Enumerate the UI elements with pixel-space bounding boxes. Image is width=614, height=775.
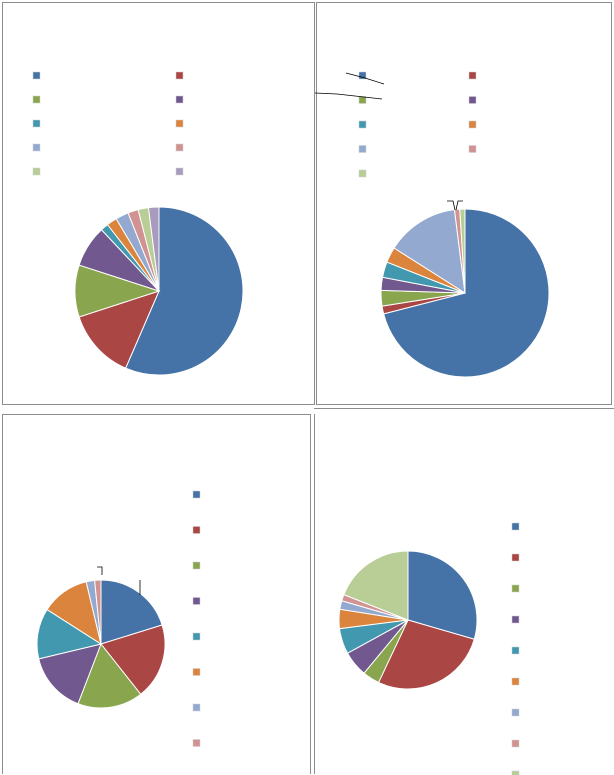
legend-key (175, 95, 184, 104)
legend-key (358, 96, 367, 104)
legend-key (511, 553, 520, 562)
pie-slice (94, 579, 102, 645)
legend-key (32, 71, 41, 80)
legend-key (175, 71, 184, 80)
pie-slice (78, 290, 160, 369)
legend-key (511, 739, 520, 748)
leader-line (447, 200, 456, 211)
chart-panel-1 (2, 2, 315, 405)
pie-slice (77, 643, 142, 709)
legend-key (32, 119, 41, 128)
pie-slice (383, 208, 550, 378)
legend-key (192, 597, 201, 605)
legend-key (32, 167, 41, 176)
legend-key (175, 167, 184, 176)
legend-key (511, 584, 520, 593)
legend-key (32, 95, 41, 104)
leader-line (345, 72, 385, 85)
legend-key (511, 646, 520, 655)
pie-chart-3 (36, 490, 201, 747)
legend-key (358, 120, 367, 129)
leader-line (455, 200, 463, 211)
pie-chart-4 (338, 522, 520, 775)
legend-key (511, 677, 520, 686)
pie-chart-2 (314, 71, 550, 378)
legend-key (32, 143, 41, 152)
leader-line (97, 566, 103, 575)
legend-key (511, 770, 520, 775)
legend-key (511, 615, 520, 624)
legend-key (192, 668, 201, 676)
legend-key (358, 71, 367, 80)
pie-slice (459, 208, 466, 294)
leader-line (314, 92, 383, 100)
legend-key (192, 632, 201, 641)
legend-key (358, 169, 367, 178)
pie-slice (147, 206, 160, 292)
legend-key (192, 561, 201, 570)
legend-key (175, 119, 184, 128)
legend-key (468, 71, 477, 80)
chart-panel-4 (314, 414, 612, 775)
pie-slice (407, 550, 478, 640)
legend-key (175, 143, 184, 152)
pie-slice (100, 579, 163, 645)
pie-slice (393, 209, 466, 294)
legend-key (511, 522, 520, 531)
legend-key (358, 145, 367, 153)
legend-key (192, 739, 201, 747)
chart-panel-3 (2, 414, 311, 774)
legend-key (192, 703, 201, 712)
pie-slice (100, 624, 166, 695)
legend-key (468, 145, 477, 153)
chart-panel-2 (314, 2, 612, 405)
legend-key (192, 490, 201, 499)
legend-key (192, 526, 201, 534)
pie-slice (124, 206, 244, 376)
panel-divider (314, 408, 614, 409)
pie-slice (377, 619, 475, 690)
legend-key (468, 120, 477, 129)
legend-key (511, 708, 520, 717)
pie-slice (343, 550, 409, 621)
legend-key (468, 96, 477, 104)
pie-chart-1 (32, 71, 244, 376)
pie-slice (38, 643, 102, 705)
